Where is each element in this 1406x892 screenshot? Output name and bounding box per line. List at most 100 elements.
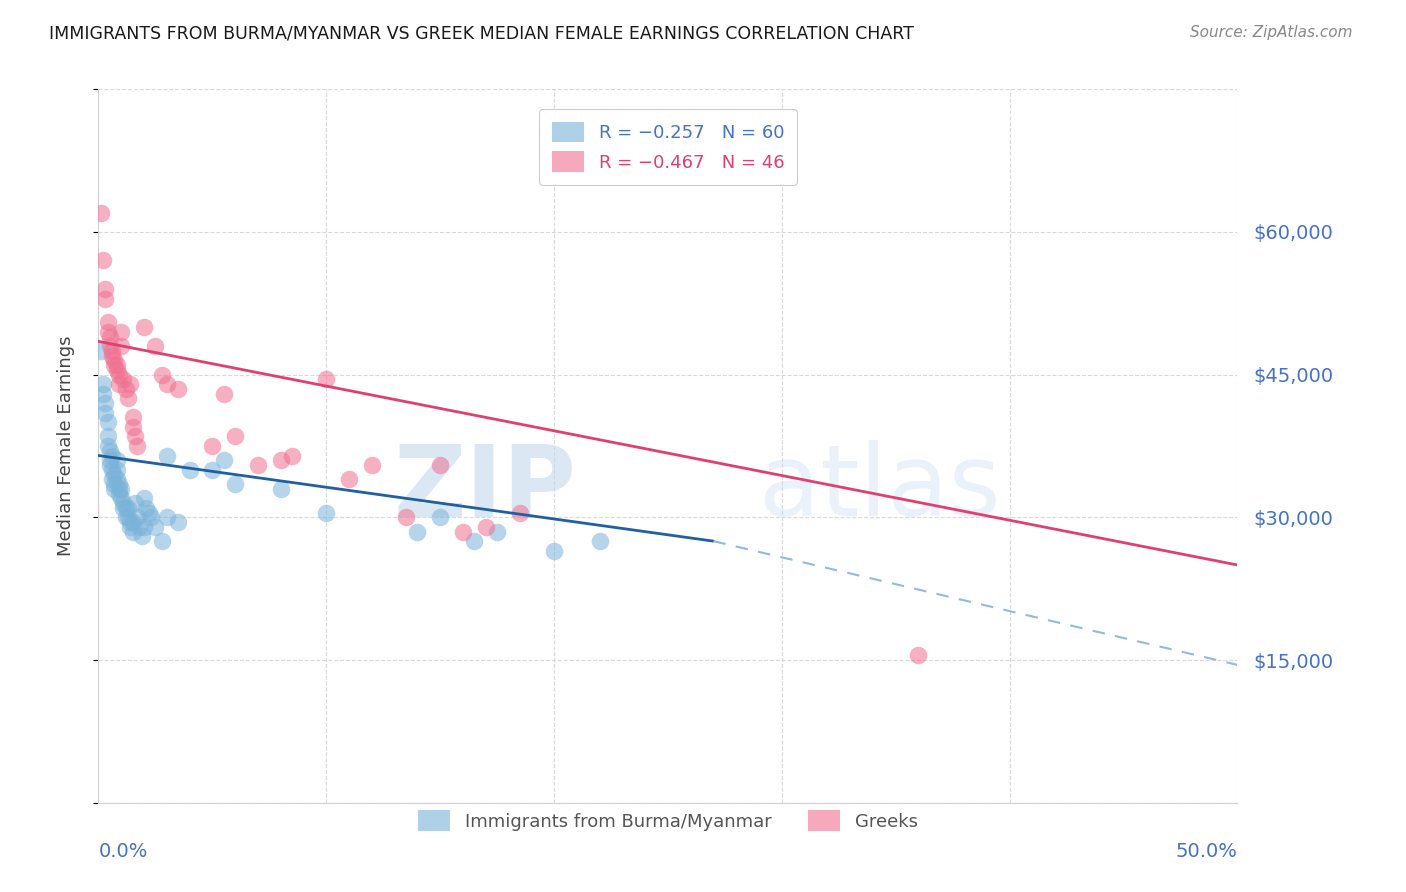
Point xyxy=(94,396,117,410)
Point xyxy=(212,453,235,467)
Point xyxy=(543,543,565,558)
Point xyxy=(96,439,118,453)
Point xyxy=(138,506,160,520)
Point xyxy=(337,472,360,486)
Point xyxy=(246,458,269,472)
Point xyxy=(486,524,509,539)
Point xyxy=(91,377,114,392)
Point xyxy=(156,510,179,524)
Point xyxy=(150,368,173,382)
Point xyxy=(105,358,128,372)
Point xyxy=(127,439,149,453)
Point xyxy=(110,482,132,496)
Point xyxy=(907,648,929,663)
Point xyxy=(463,534,485,549)
Point xyxy=(105,472,128,486)
Text: 50.0%: 50.0% xyxy=(1175,842,1237,861)
Point xyxy=(96,315,118,329)
Point xyxy=(105,363,128,377)
Point xyxy=(156,449,179,463)
Point xyxy=(91,253,114,268)
Point xyxy=(105,453,128,467)
Point xyxy=(139,510,162,524)
Point xyxy=(281,449,304,463)
Point xyxy=(135,500,157,515)
Point xyxy=(108,368,131,382)
Point xyxy=(201,439,224,453)
Point xyxy=(120,377,142,392)
Point xyxy=(406,524,429,539)
Point xyxy=(474,520,496,534)
Point xyxy=(96,429,118,443)
Point xyxy=(179,463,201,477)
Point xyxy=(270,482,292,496)
Point xyxy=(114,510,136,524)
Point xyxy=(120,520,142,534)
Point xyxy=(224,429,246,443)
Point xyxy=(121,410,143,425)
Point xyxy=(117,392,139,406)
Point xyxy=(156,377,179,392)
Point xyxy=(101,449,124,463)
Point xyxy=(94,282,117,296)
Point xyxy=(120,515,142,529)
Point xyxy=(112,500,135,515)
Point xyxy=(124,429,146,443)
Point xyxy=(588,534,610,549)
Point xyxy=(98,453,121,467)
Point xyxy=(112,372,135,386)
Point xyxy=(98,443,121,458)
Point xyxy=(103,358,125,372)
Text: IMMIGRANTS FROM BURMA/MYANMAR VS GREEK MEDIAN FEMALE EARNINGS CORRELATION CHART: IMMIGRANTS FROM BURMA/MYANMAR VS GREEK M… xyxy=(49,25,914,43)
Point xyxy=(451,524,474,539)
Point xyxy=(98,339,121,353)
Point xyxy=(112,496,135,510)
Point xyxy=(91,386,114,401)
Point xyxy=(117,510,139,524)
Point xyxy=(121,524,143,539)
Point xyxy=(90,206,112,220)
Point xyxy=(132,320,155,334)
Text: ZIP: ZIP xyxy=(394,441,576,537)
Point xyxy=(114,382,136,396)
Point xyxy=(124,496,146,510)
Legend: Immigrants from Burma/Myanmar, Greeks: Immigrants from Burma/Myanmar, Greeks xyxy=(405,797,931,844)
Point xyxy=(110,339,132,353)
Point xyxy=(110,325,132,339)
Point xyxy=(270,453,292,467)
Point xyxy=(103,467,125,482)
Point xyxy=(117,500,139,515)
Point xyxy=(429,458,451,472)
Point xyxy=(167,382,190,396)
Point xyxy=(121,420,143,434)
Point xyxy=(108,486,131,500)
Point xyxy=(108,377,131,392)
Point xyxy=(94,292,117,306)
Point xyxy=(132,491,155,506)
Point xyxy=(90,343,112,358)
Point xyxy=(167,515,190,529)
Point xyxy=(121,515,143,529)
Point xyxy=(145,339,167,353)
Point xyxy=(132,520,155,534)
Point xyxy=(105,463,128,477)
Point xyxy=(101,349,124,363)
Y-axis label: Median Female Earnings: Median Female Earnings xyxy=(56,335,75,557)
Point xyxy=(110,491,132,506)
Point xyxy=(101,463,124,477)
Point xyxy=(201,463,224,477)
Point xyxy=(145,520,167,534)
Point xyxy=(96,415,118,429)
Point xyxy=(212,386,235,401)
Point xyxy=(131,529,153,543)
Point xyxy=(101,472,124,486)
Point xyxy=(128,520,150,534)
Point xyxy=(395,510,418,524)
Point xyxy=(94,406,117,420)
Point xyxy=(127,510,149,524)
Point xyxy=(108,477,131,491)
Point xyxy=(98,458,121,472)
Point xyxy=(429,510,451,524)
Point xyxy=(315,506,337,520)
Point xyxy=(101,343,124,358)
